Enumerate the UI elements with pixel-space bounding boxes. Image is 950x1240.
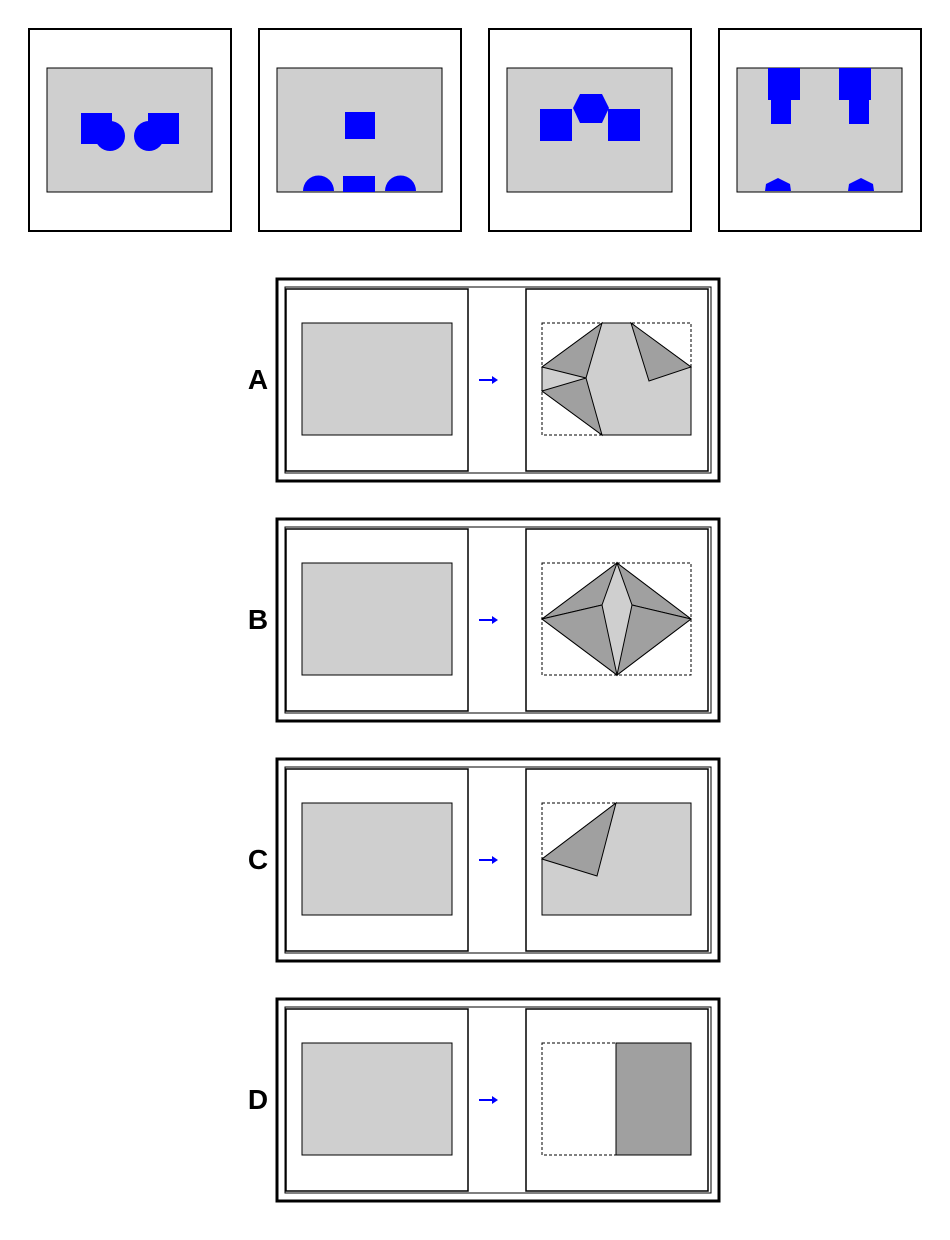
option-a[interactable] <box>275 277 721 483</box>
fold-flap <box>540 801 617 877</box>
square-hole <box>608 109 640 141</box>
option-d[interactable] <box>275 997 721 1203</box>
fold-flap <box>615 1042 692 1156</box>
result-panel-2 <box>258 28 462 232</box>
square-hole <box>768 68 800 100</box>
fold-flap <box>616 604 693 677</box>
circle-hole <box>385 175 416 191</box>
paper-sheet <box>506 67 673 193</box>
square-hole <box>849 98 869 124</box>
option-label-d: D <box>247 1084 269 1115</box>
result-panel-4 <box>718 28 922 232</box>
arrow-icon <box>479 376 498 384</box>
pentagon-hole <box>848 178 874 191</box>
option-c[interactable] <box>275 757 721 963</box>
hexagon-hole <box>583 94 609 123</box>
result-panel-1 <box>28 28 232 232</box>
square-hole <box>345 112 375 139</box>
square-hole <box>343 176 375 192</box>
punched-holes <box>303 112 416 192</box>
paper-unfolded <box>301 1042 453 1156</box>
result-panel-3 <box>488 28 692 232</box>
fold-flap <box>540 321 603 379</box>
circle-hole <box>303 175 334 191</box>
arrow-icon <box>479 1096 498 1104</box>
arrow-icon <box>479 856 498 864</box>
fold-flap <box>630 321 693 382</box>
punched-holes <box>540 94 640 141</box>
punched-holes <box>765 68 874 191</box>
paper-sheet <box>736 67 903 193</box>
arrow-icon <box>479 616 498 624</box>
option-label-a: A <box>247 364 269 395</box>
paper-unfolded <box>301 802 453 916</box>
pentagon-hole <box>765 178 791 191</box>
circle-hole <box>95 121 125 151</box>
square-hole <box>771 98 791 124</box>
punched-holes <box>81 113 179 151</box>
fold-flap <box>540 377 603 437</box>
paper-sheet <box>46 67 213 193</box>
square-hole <box>148 113 179 144</box>
square-hole <box>839 68 871 100</box>
fold-flap <box>540 604 618 677</box>
square-hole <box>540 109 572 141</box>
option-b[interactable] <box>275 517 721 723</box>
paper-unfolded <box>301 562 453 676</box>
option-label-b: B <box>247 604 269 635</box>
option-label-c: C <box>247 844 269 875</box>
paper-unfolded <box>301 322 453 436</box>
